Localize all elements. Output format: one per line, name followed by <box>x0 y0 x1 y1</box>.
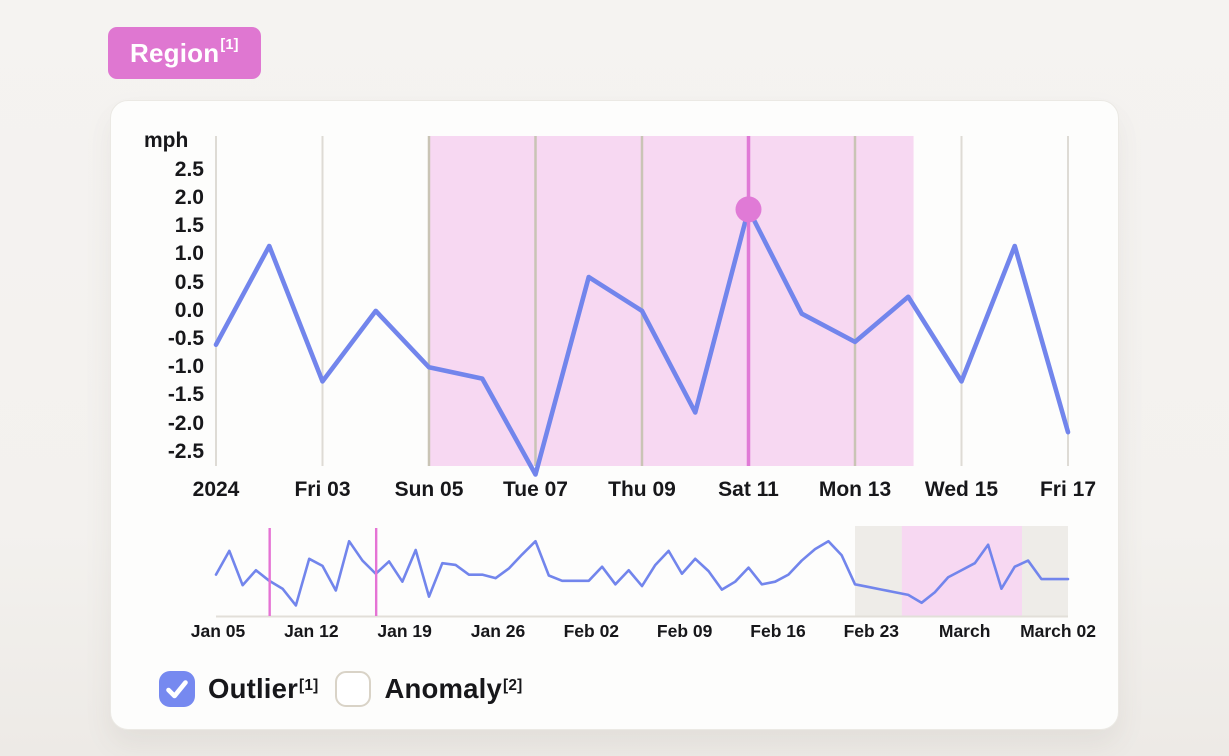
y-axis-tick-label: -2.5 <box>167 439 204 463</box>
overview-tick-label: Feb 09 <box>656 621 713 641</box>
y-axis-tick-label: 1.0 <box>174 242 204 266</box>
y-axis-tick-label: -0.5 <box>167 327 204 351</box>
overview-tick-label: Feb 23 <box>843 621 900 641</box>
y-axis-tick-label: 2.5 <box>174 157 204 181</box>
overview-chart[interactable] <box>214 526 1070 618</box>
anomaly-checkbox[interactable] <box>335 671 372 707</box>
outlier-point[interactable] <box>735 196 762 223</box>
y-axis-tick-label: 1.5 <box>174 214 204 238</box>
y-axis-unit-label: mph <box>144 129 189 152</box>
y-axis-tick-label: 2.0 <box>174 186 204 210</box>
outlier-control[interactable]: Outlier[1] <box>159 671 318 707</box>
y-axis-tick-label: 0.0 <box>174 298 204 322</box>
overview-tick-label: Jan 12 <box>284 621 339 641</box>
x-axis-tick-label: Mon 13 <box>818 478 892 501</box>
y-axis-tick-label: -1.0 <box>167 355 204 379</box>
anomaly-label: Anomaly[2] <box>384 673 523 704</box>
overview-tick-label: Feb 16 <box>750 621 806 641</box>
overview-tick-label: Jan 05 <box>190 621 246 641</box>
speed-line <box>213 207 1071 477</box>
outlier-checkbox[interactable] <box>159 671 195 707</box>
main-chart[interactable] <box>213 136 1071 482</box>
checkmark-icon <box>166 680 188 699</box>
overview-tick-label: March 02 <box>1020 621 1096 641</box>
x-axis-tick-label: Thu 09 <box>608 478 676 501</box>
x-axis-tick-label: Fri 03 <box>294 478 351 501</box>
x-axis-tick-label: Sun 05 <box>394 478 464 501</box>
region-filter-button[interactable]: Region [1] <box>108 27 261 79</box>
chart-card: mph 2.5 2.0 1.5 1.0 0.5 0.0 -0.5 -1.0 -1.5 -2.0 -2… <box>110 100 1119 730</box>
overview-tick-label: March <box>938 621 991 641</box>
overview-tick-label: Jan 19 <box>377 621 432 641</box>
overview-tick-label: Feb 02 <box>563 621 620 641</box>
chart-controls: Outlier[1] Anomaly[2] <box>159 671 522 707</box>
outlier-label: Outlier[1] <box>208 673 319 704</box>
anomaly-control[interactable]: Anomaly[2] <box>335 671 522 707</box>
x-axis-tick-label: Fri 17 <box>1039 478 1097 501</box>
x-axis-tick-label: Wed 15 <box>924 478 999 501</box>
overview-tick-label: Jan 26 <box>470 621 526 641</box>
region-button-superscript: [1] <box>220 37 239 54</box>
x-axis-tick-label: Sat 11 <box>718 478 779 501</box>
y-axis-tick-label: -2.0 <box>167 411 204 435</box>
y-axis-tick-label: -1.5 <box>167 383 204 407</box>
x-axis-tick-label: 2024 <box>192 478 240 501</box>
y-axis-tick-label: 0.5 <box>174 270 204 294</box>
overview-line <box>214 539 1070 607</box>
x-axis-tick-label: Tue 07 <box>503 478 568 501</box>
highlight-region[interactable] <box>429 136 914 466</box>
region-button-label: Region <box>130 37 220 68</box>
